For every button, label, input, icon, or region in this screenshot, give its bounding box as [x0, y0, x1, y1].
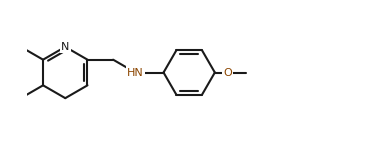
- Text: O: O: [223, 68, 232, 77]
- Text: HN: HN: [127, 68, 144, 77]
- Text: N: N: [61, 42, 69, 52]
